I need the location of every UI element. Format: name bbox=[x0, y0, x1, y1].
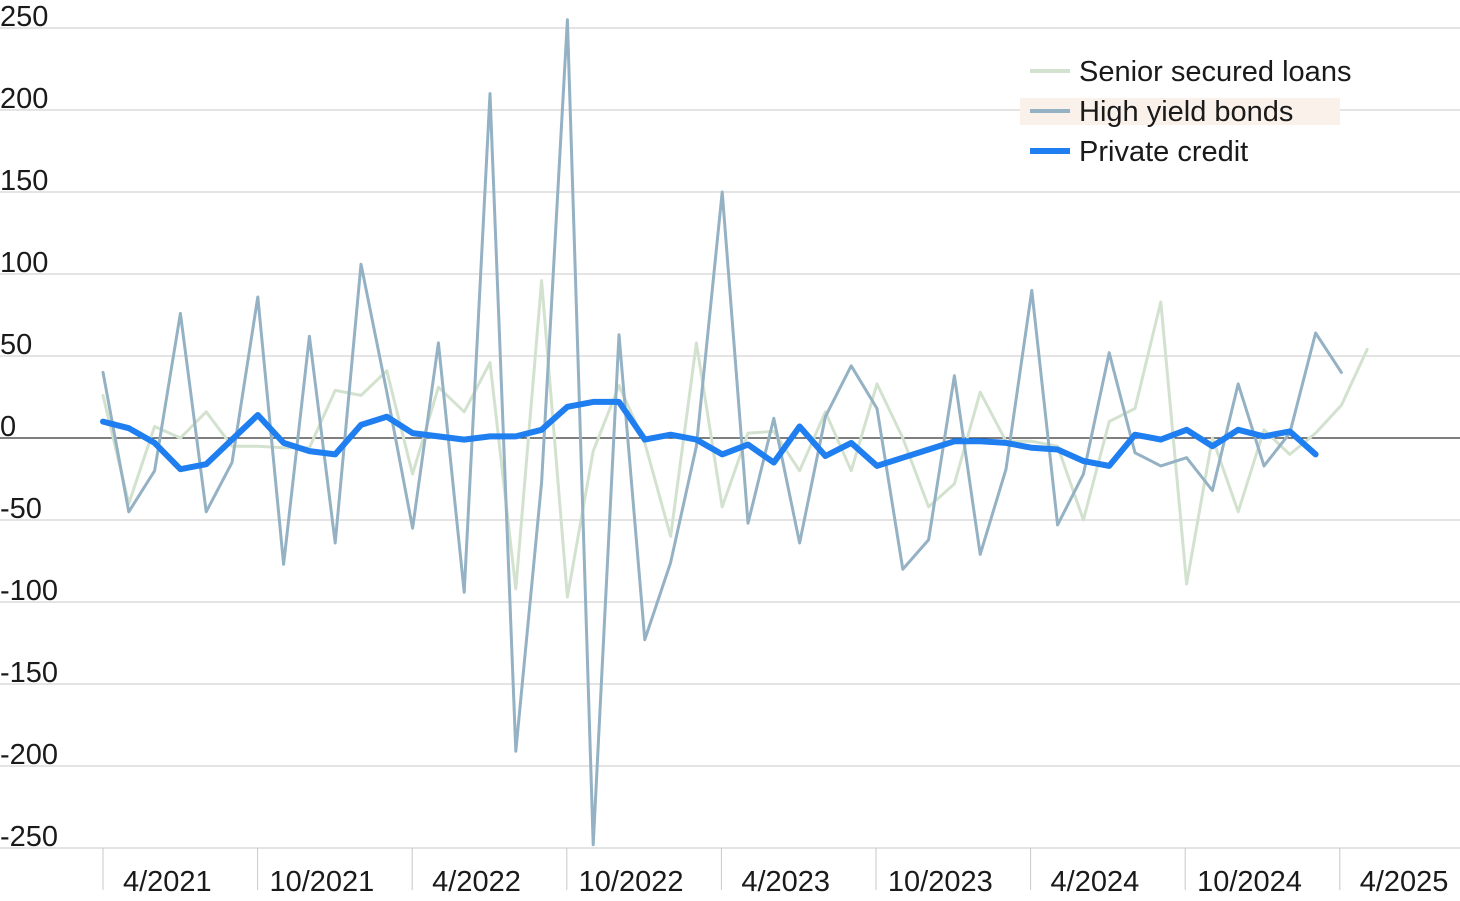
y-tick-label: -50 bbox=[0, 493, 42, 525]
legend-label: Private credit bbox=[1079, 136, 1248, 168]
x-tick-label: 4/2021 bbox=[123, 866, 212, 898]
x-tick-label: 10/2021 bbox=[269, 866, 374, 898]
y-tick-label: 0 bbox=[0, 411, 16, 443]
x-tick-label: 10/2024 bbox=[1197, 866, 1302, 898]
x-tick-label: 10/2023 bbox=[888, 866, 993, 898]
y-tick-label: 100 bbox=[0, 247, 48, 279]
x-tick-label: 10/2022 bbox=[579, 866, 684, 898]
series-lines bbox=[100, 18, 1369, 847]
series-line-high-yield-bonds bbox=[101, 18, 1343, 847]
legend-highlight bbox=[1020, 98, 1340, 125]
x-tick-label: 4/2025 bbox=[1360, 866, 1449, 898]
x-axis-separators bbox=[102, 848, 1341, 890]
x-tick-label: 4/2022 bbox=[432, 866, 521, 898]
y-tick-label: -150 bbox=[0, 657, 58, 689]
grid-lines bbox=[0, 27, 1460, 849]
y-tick-label: -250 bbox=[0, 821, 58, 853]
y-tick-label: 150 bbox=[0, 165, 48, 197]
x-axis-tick-labels: 4/2021 10/2021 4/2022 10/2022 4/2023 10/2023 4… bbox=[123, 866, 1449, 898]
y-tick-label: 250 bbox=[0, 1, 48, 33]
y-tick-label: -100 bbox=[0, 575, 58, 607]
series-line-senior-secured-loans bbox=[101, 279, 1369, 599]
legend-label: High yield bonds bbox=[1079, 96, 1293, 128]
x-tick-label: 4/2023 bbox=[741, 866, 830, 898]
legend-label: Senior secured loans bbox=[1079, 56, 1351, 88]
y-tick-label: 50 bbox=[0, 329, 32, 361]
legend: Senior secured loans High yield bonds Priv… bbox=[1020, 56, 1351, 168]
y-tick-label: -200 bbox=[0, 739, 58, 771]
y-tick-label: 200 bbox=[0, 83, 48, 115]
y-axis-tick-labels: 250 200 150 100 50 0 -50 -100 -150 -200 -250 bbox=[0, 1, 58, 853]
x-tick-label: 4/2024 bbox=[1051, 866, 1140, 898]
series-line-private-credit bbox=[100, 398, 1319, 473]
